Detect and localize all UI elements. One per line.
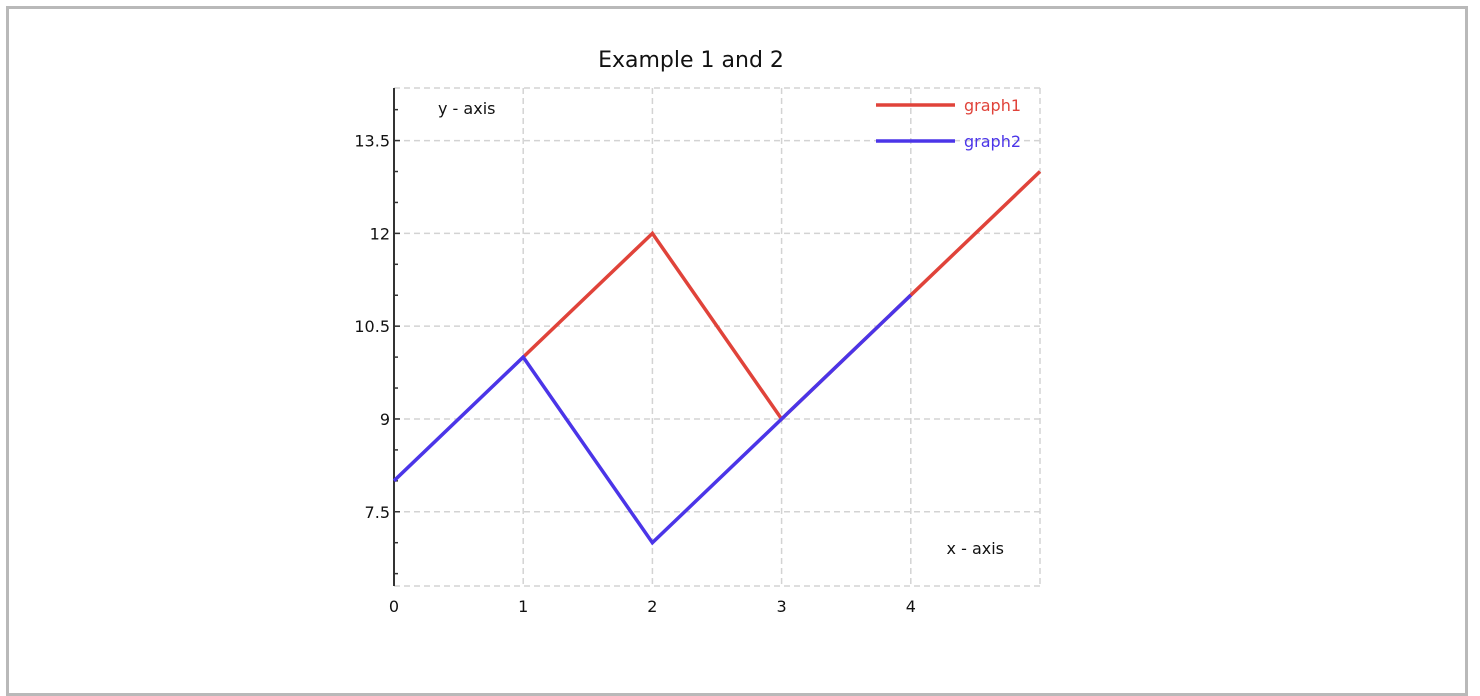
x-tick-label: 2 (647, 597, 657, 616)
y-tick-label: 7.5 (365, 503, 390, 522)
y-tick-label: 9 (380, 410, 390, 429)
chart-frame (6, 6, 1468, 696)
chart-title: Example 1 and 2 (598, 48, 784, 73)
y-tick-label: 12 (370, 224, 390, 243)
legend-label-graph2: graph2 (964, 132, 1021, 151)
y-axis-label: y - axis (438, 99, 495, 118)
x-tick-label: 3 (777, 597, 787, 616)
x-tick-label: 4 (906, 597, 916, 616)
y-tick-label: 13.5 (354, 132, 390, 151)
legend-label-graph1: graph1 (964, 96, 1021, 115)
series-lines (392, 170, 1042, 546)
chart-labels: Example 1 and 2 y - axis x - axis (438, 48, 1004, 558)
legend: graph1 graph2 (876, 96, 1021, 151)
series-line-graph2 (392, 293, 913, 546)
grid (394, 87, 1041, 587)
x-tick-label: 1 (518, 597, 528, 616)
x-axis-label: x - axis (947, 539, 1004, 558)
y-tick-label: 10.5 (354, 317, 390, 336)
x-tick-label: 0 (389, 597, 399, 616)
